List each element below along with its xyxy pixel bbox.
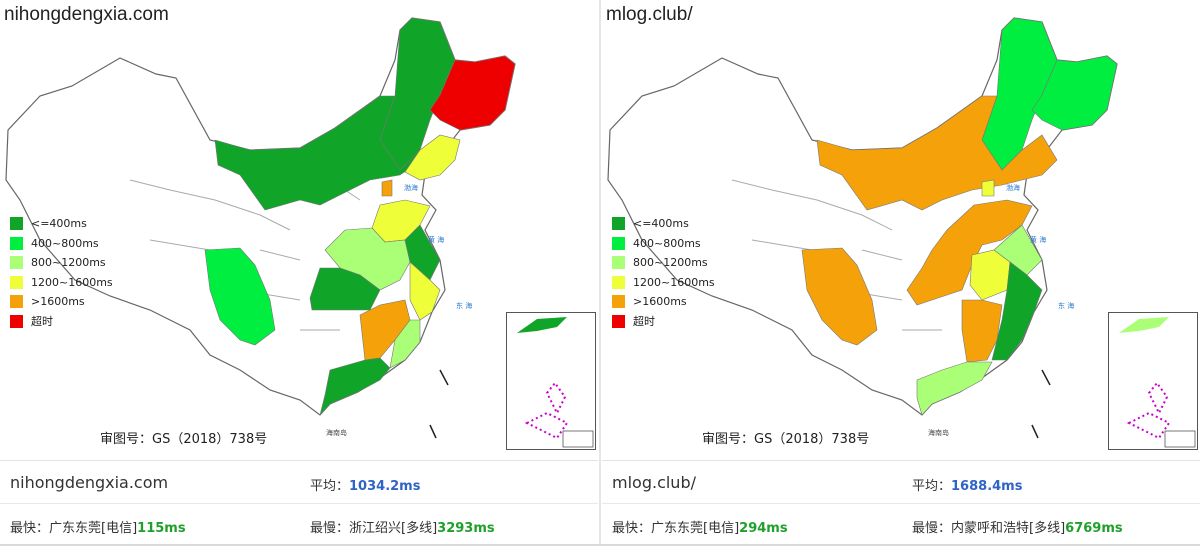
legend-item: 1200~1600ms	[10, 273, 113, 293]
legend-item: 超时	[10, 312, 113, 332]
panel-divider	[599, 0, 601, 546]
legend-swatch	[10, 256, 23, 270]
summary-average: 平均：1034.2ms	[310, 479, 421, 494]
map-panel-right: 渤海 黄 海 东 海 海南岛 mlog.club/ <=400ms 400~80…	[602, 0, 1200, 460]
legend-swatch	[612, 295, 625, 309]
legend-label: 400~800ms	[31, 236, 99, 250]
south-china-sea-inset	[506, 312, 596, 450]
legend-label: 超时	[31, 315, 53, 329]
legend: <=400ms 400~800ms 800~1200ms 1200~1600ms…	[612, 214, 715, 331]
summary-fastest: 最快：广东东莞[电信]115ms	[10, 521, 186, 536]
summary-row-host: mlog.club/ 平均：1688.4ms	[602, 461, 1200, 504]
inset-map-icon	[1119, 317, 1196, 448]
legend-label: 800~1200ms	[633, 256, 708, 270]
svg-text:海南岛: 海南岛	[928, 428, 949, 437]
summary-host: nihongdengxia.com	[10, 473, 169, 492]
bottom-border	[0, 544, 1200, 546]
summary-row-extremes: 最快：广东东莞[电信]294ms 最慢：内蒙呼和浩特[多线]6769ms	[602, 503, 1200, 545]
svg-text:东 海: 东 海	[456, 301, 472, 310]
legend-label: >1600ms	[31, 295, 85, 309]
summary-right: mlog.club/ 平均：1688.4ms 最快：广东东莞[电信]294ms …	[602, 460, 1200, 545]
legend-item: 400~800ms	[612, 234, 715, 254]
panel-title: mlog.club/	[606, 4, 693, 25]
legend-item: 800~1200ms	[612, 253, 715, 273]
svg-text:渤海: 渤海	[404, 183, 418, 192]
legend-label: 800~1200ms	[31, 256, 106, 270]
legend-swatch	[10, 236, 23, 250]
legend-label: 1200~1600ms	[31, 275, 113, 289]
legend-swatch	[10, 275, 23, 289]
svg-text:海南岛: 海南岛	[326, 428, 347, 437]
legend: <=400ms 400~800ms 800~1200ms 1200~1600ms…	[10, 214, 113, 331]
legend-swatch	[10, 295, 23, 309]
legend-item: 1200~1600ms	[612, 273, 715, 293]
legend-label: >1600ms	[633, 295, 687, 309]
legend-item: >1600ms	[612, 292, 715, 312]
legend-label: <=400ms	[633, 217, 689, 231]
panel-title: nihongdengxia.com	[4, 4, 169, 25]
inset-map-icon	[517, 317, 594, 448]
legend-swatch	[612, 275, 625, 289]
map-panel-left: 渤海 黄 海 东 海 海南岛 nihongdengxia.com <=400ms…	[0, 0, 598, 460]
map-approval-number: 审图号：GS（2018）738号	[702, 432, 870, 447]
china-map-right: 渤海 黄 海 东 海 海南岛	[607, 17, 1118, 439]
legend-label: <=400ms	[31, 217, 87, 231]
svg-text:黄 海: 黄 海	[1030, 235, 1046, 244]
legend-item: 800~1200ms	[10, 253, 113, 273]
summary-left: nihongdengxia.com 平均：1034.2ms 最快：广东东莞[电信…	[0, 460, 598, 545]
legend-item: 超时	[612, 312, 715, 332]
legend-swatch	[10, 217, 23, 231]
legend-item: >1600ms	[10, 292, 113, 312]
summary-average: 平均：1688.4ms	[912, 479, 1023, 494]
map-approval-number: 审图号：GS（2018）738号	[100, 432, 268, 447]
summary-slowest: 最慢：内蒙呼和浩特[多线]6769ms	[912, 521, 1123, 536]
legend-label: 超时	[633, 315, 655, 329]
legend-item: <=400ms	[612, 214, 715, 234]
legend-swatch	[612, 217, 625, 231]
south-china-sea-inset	[1108, 312, 1198, 450]
legend-item: <=400ms	[10, 214, 113, 234]
summary-row-host: nihongdengxia.com 平均：1034.2ms	[0, 461, 598, 504]
legend-label: 400~800ms	[633, 236, 701, 250]
svg-text:东 海: 东 海	[1058, 301, 1074, 310]
legend-swatch	[612, 236, 625, 250]
legend-label: 1200~1600ms	[633, 275, 715, 289]
legend-swatch	[612, 314, 625, 328]
svg-text:黄 海: 黄 海	[428, 235, 444, 244]
legend-swatch	[612, 256, 625, 270]
summary-host: mlog.club/	[612, 473, 696, 492]
summary-slowest: 最慢：浙江绍兴[多线]3293ms	[310, 521, 495, 536]
summary-row-extremes: 最快：广东东莞[电信]115ms 最慢：浙江绍兴[多线]3293ms	[0, 503, 598, 545]
china-map-left: 渤海 黄 海 东 海 海南岛	[5, 17, 516, 439]
svg-text:渤海: 渤海	[1006, 183, 1020, 192]
legend-swatch	[10, 314, 23, 328]
legend-item: 400~800ms	[10, 234, 113, 254]
summary-fastest: 最快：广东东莞[电信]294ms	[612, 521, 788, 536]
